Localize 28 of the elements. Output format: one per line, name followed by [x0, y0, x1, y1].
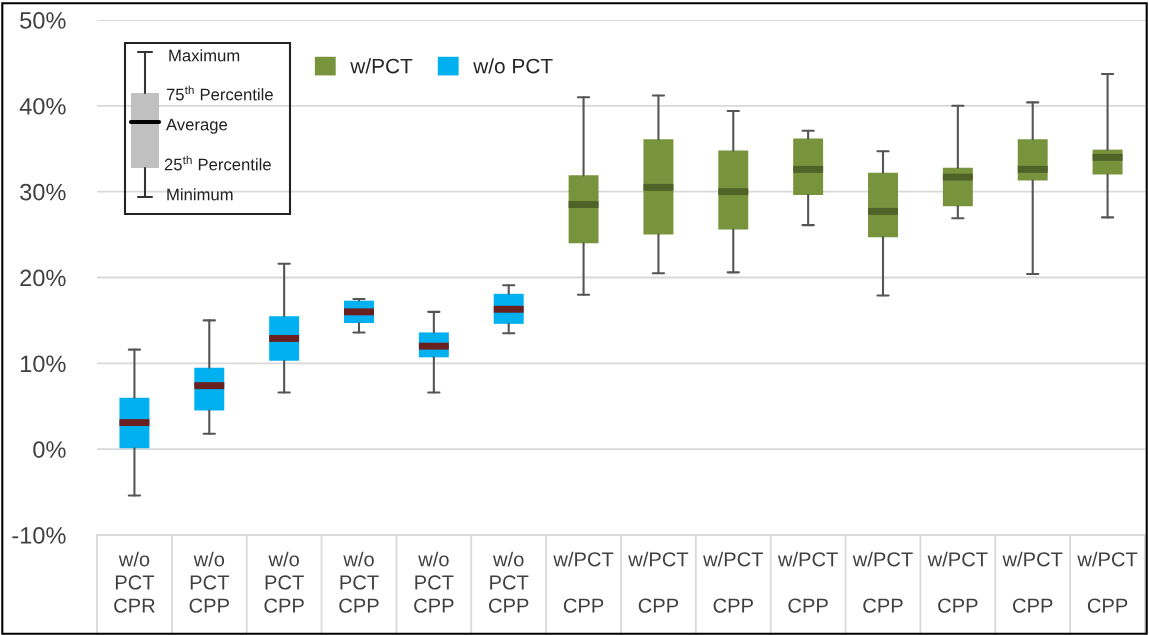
annotation: Minimum — [167, 188, 233, 201]
x-tick-label: w/o PCT CPP — [489, 551, 529, 613]
x-tick-label: w/o PCT CPP — [189, 551, 229, 613]
annotation: Maximum — [169, 49, 240, 62]
category-label: w/PCT CPP — [703, 551, 764, 613]
y-tick-label: -10% — [12, 527, 66, 544]
x-tick-label: w/o PCT CPP — [414, 551, 454, 613]
y-tick-label: 0% — [33, 441, 66, 458]
y-tick-label: 10% — [20, 355, 66, 373]
legend-label: w/o PCT — [473, 58, 553, 74]
x-tick-label: w/o PCT CPP — [264, 551, 304, 613]
category-label: w/PCT CPP — [927, 551, 988, 613]
category-label: w/PCT CPP — [1077, 551, 1138, 613]
legend-label: w/PCT — [350, 58, 413, 74]
y-tick-label: 50% — [20, 12, 66, 29]
x-tick-label: w/o PCT CPR — [114, 551, 155, 613]
y-tick-label: 40% — [19, 97, 66, 115]
category-label: w/PCT CPP — [852, 551, 913, 613]
annotation: Average — [166, 118, 228, 134]
y-tick-label: 30% — [20, 183, 66, 201]
y-tick-label: 20% — [20, 269, 66, 287]
annotation: 75$^{th}$ Percentile — [166, 85, 273, 101]
category-label: w/PCT CPP — [628, 551, 689, 613]
category-label: w/PCT CPP — [777, 551, 838, 613]
category-label: w/PCT CPP — [1002, 551, 1063, 613]
annotation: 25$^{th}$ Percentile — [164, 155, 271, 171]
category-label: w/PCT CPP — [553, 551, 614, 613]
x-tick-label: w/o PCT CPP — [339, 551, 379, 613]
